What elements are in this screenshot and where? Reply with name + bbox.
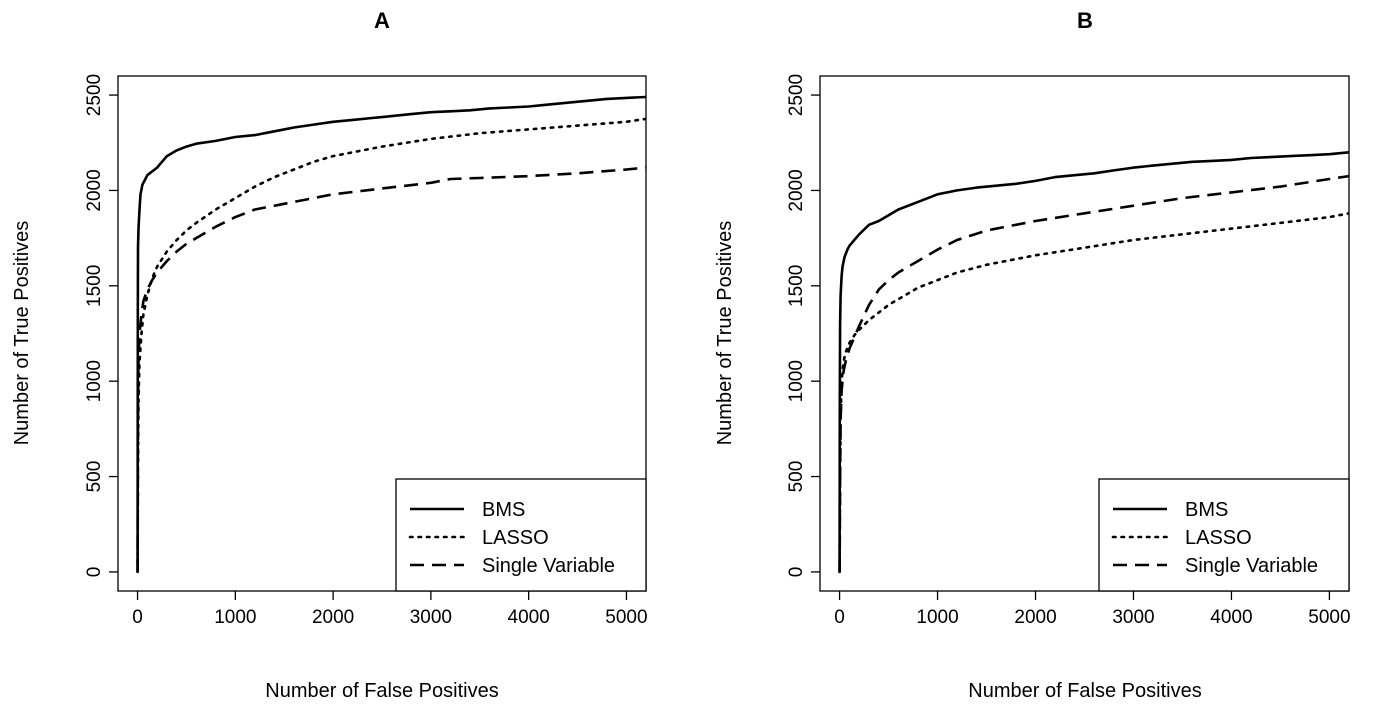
legend: BMS LASSO Single Variable bbox=[1098, 478, 1350, 592]
panel-title: B bbox=[1077, 8, 1093, 33]
y-tick-label: 500 bbox=[84, 461, 105, 493]
legend-label: BMS bbox=[482, 499, 525, 521]
series-line-lasso bbox=[136, 117, 646, 574]
y-tick-label: 1000 bbox=[786, 360, 807, 402]
x-tick-label: 0 bbox=[132, 607, 143, 628]
y-tick-label: 2000 bbox=[786, 169, 807, 211]
x-tick-label: 2000 bbox=[312, 607, 354, 628]
x-tick-label: 3000 bbox=[1112, 607, 1154, 628]
series-line-bms bbox=[136, 95, 646, 572]
y-tick-label: 500 bbox=[786, 461, 807, 493]
x-tick-label: 0 bbox=[834, 607, 845, 628]
legend-box bbox=[1098, 478, 1350, 592]
x-axis-label: Number of False Positives bbox=[265, 680, 498, 702]
x-tick-label: 5000 bbox=[1308, 607, 1350, 628]
legend-label: BMS bbox=[1185, 499, 1228, 521]
x-tick-label: 4000 bbox=[1210, 607, 1252, 628]
series-line-single-variable bbox=[136, 166, 646, 572]
panel-title: A bbox=[374, 8, 390, 33]
y-tick-label: 1500 bbox=[84, 265, 105, 307]
x-tick-label: 1000 bbox=[214, 607, 256, 628]
series-line-bms bbox=[838, 151, 1349, 572]
y-tick-label: 0 bbox=[84, 567, 105, 578]
legend-label: Single Variable bbox=[1185, 555, 1318, 577]
legend-label: LASSO bbox=[482, 527, 549, 549]
x-tick-label: 5000 bbox=[605, 607, 647, 628]
plot-frame bbox=[819, 75, 1350, 592]
x-axis-label: Number of False Positives bbox=[968, 680, 1201, 702]
x-tick-label: 2000 bbox=[1014, 607, 1056, 628]
legend-label: Single Variable bbox=[482, 555, 615, 577]
y-tick-label: 2000 bbox=[84, 169, 105, 211]
series-line-lasso bbox=[838, 212, 1349, 574]
y-axis-label: Number of True Positives bbox=[714, 221, 736, 446]
y-tick-label: 1000 bbox=[84, 360, 105, 402]
legend-label: LASSO bbox=[1185, 527, 1252, 549]
y-tick-label: 2500 bbox=[786, 74, 807, 116]
x-tick-label: 3000 bbox=[410, 607, 452, 628]
y-axis-label: Number of True Positives bbox=[11, 221, 33, 446]
chart-panel-a: A 0 1000 2000 3000 4000 5000 0 500 1000 1500 2000 25… bbox=[11, 8, 648, 702]
x-tick-label: 1000 bbox=[916, 607, 958, 628]
y-tick-label: 2500 bbox=[84, 74, 105, 116]
y-tick-label: 0 bbox=[786, 567, 807, 578]
series-line-single-variable bbox=[838, 174, 1349, 572]
plot-frame bbox=[117, 75, 647, 592]
legend-box bbox=[395, 478, 647, 592]
legend: BMS LASSO Single Variable bbox=[395, 478, 647, 592]
y-tick-label: 1500 bbox=[786, 265, 807, 307]
x-tick-label: 4000 bbox=[508, 607, 550, 628]
chart-panel-b: B 0 1000 2000 3000 4000 5000 0 500 1000 1500 2000 25… bbox=[714, 8, 1351, 702]
